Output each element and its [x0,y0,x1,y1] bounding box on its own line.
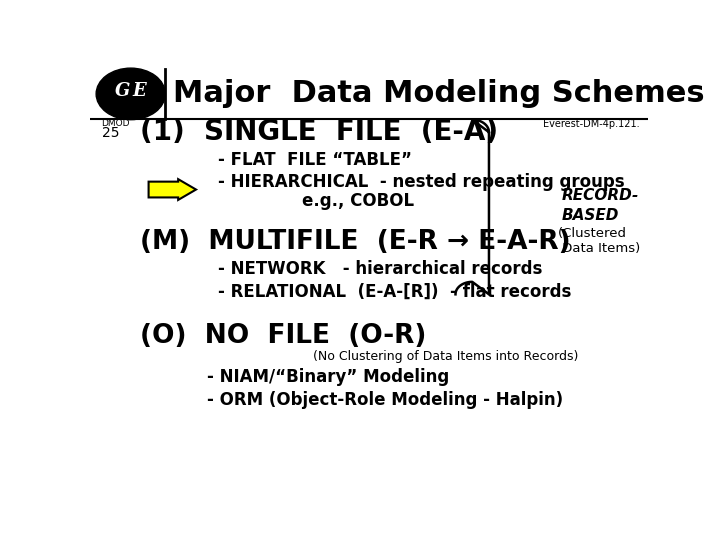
Text: Everest-DM-4p.121.: Everest-DM-4p.121. [543,119,639,129]
Text: BASED: BASED [562,208,619,223]
Text: e.g., COBOL: e.g., COBOL [302,192,414,210]
FancyArrow shape [148,179,196,200]
Text: - ORM (Object-Role Modeling - Halpin): - ORM (Object-Role Modeling - Halpin) [207,392,563,409]
Text: - RELATIONAL  (E-A-[R])  - flat records: - RELATIONAL (E-A-[R]) - flat records [218,282,572,300]
Text: - HIERARCHICAL  - nested repeating groups: - HIERARCHICAL - nested repeating groups [218,173,625,191]
Text: (M)  MULTIFILE  (E-R → E-A-R): (M) MULTIFILE (E-R → E-A-R) [140,228,571,254]
Text: (Clustered: (Clustered [557,227,626,240]
Text: - FLAT  FILE “TABLE”: - FLAT FILE “TABLE” [218,151,413,170]
Text: 25: 25 [102,126,120,140]
Text: - NETWORK   - hierarchical records: - NETWORK - hierarchical records [218,260,543,278]
Text: (O)  NO  FILE  (O-R): (O) NO FILE (O-R) [140,323,426,349]
Text: Major  Data Modeling Schemes: Major Data Modeling Schemes [173,79,704,109]
Text: (1)  SINGLE  FILE  (E-A): (1) SINGLE FILE (E-A) [140,118,498,146]
Text: (No Clustering of Data Items into Records): (No Clustering of Data Items into Record… [313,350,579,363]
Text: RECORD-: RECORD- [562,188,639,203]
Text: Data Items): Data Items) [557,242,640,255]
Circle shape [96,68,166,120]
Text: DMOD: DMOD [101,119,130,129]
Text: G: G [115,82,131,99]
Text: E: E [132,82,146,99]
Text: - NIAM/“Binary” Modeling: - NIAM/“Binary” Modeling [207,368,449,387]
